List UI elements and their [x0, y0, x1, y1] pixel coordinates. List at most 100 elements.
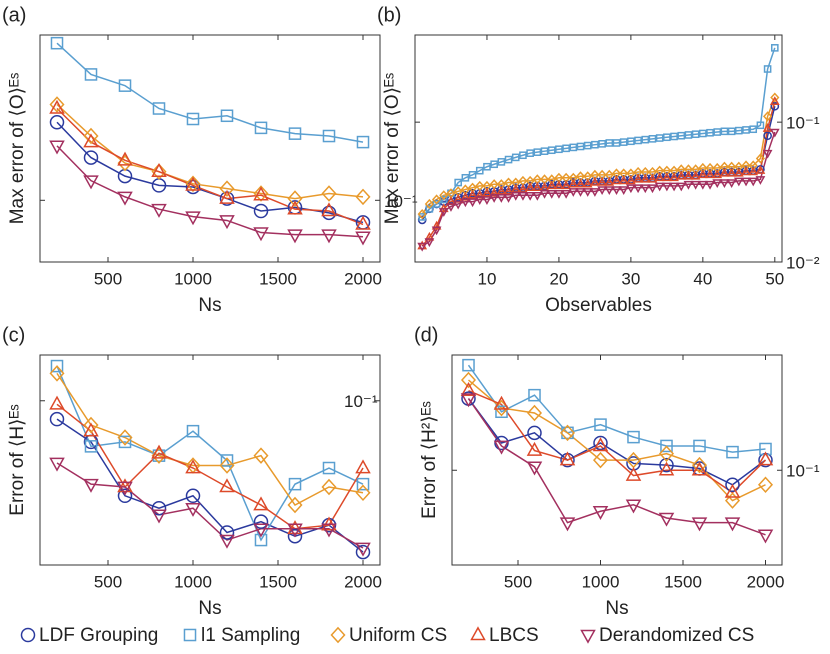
series-line: [56, 145, 364, 238]
marker: [757, 476, 774, 494]
marker: [49, 115, 65, 130]
marker: [568, 178, 579, 188]
marker: [726, 179, 737, 189]
marker: [219, 457, 235, 474]
marker: [117, 481, 133, 496]
marker: [724, 517, 741, 532]
marker: [438, 208, 449, 217]
marker: [462, 358, 475, 372]
marker: [254, 121, 268, 135]
x-tick-label: 30: [621, 269, 640, 288]
series-line: [56, 365, 364, 542]
marker: [510, 192, 521, 201]
series-line: [467, 364, 766, 453]
series-line: [56, 462, 364, 549]
marker: [647, 184, 658, 194]
marker: [755, 176, 766, 185]
marker: [705, 180, 715, 190]
x-tick-label: 500: [504, 572, 532, 591]
marker: [322, 461, 336, 475]
panel-label: (b): [377, 4, 401, 26]
marker: [648, 135, 657, 143]
marker: [84, 440, 98, 453]
marker: [633, 184, 643, 194]
legend-marker: [183, 628, 197, 642]
x-tick-label: 1500: [259, 269, 297, 288]
marker: [597, 186, 607, 195]
marker: [676, 182, 687, 192]
marker: [741, 166, 751, 176]
marker: [321, 205, 337, 221]
marker: [49, 365, 65, 382]
marker: [604, 186, 615, 195]
marker: [769, 128, 780, 138]
marker: [733, 167, 744, 177]
marker: [417, 242, 428, 252]
marker: [713, 128, 722, 136]
marker: [151, 500, 167, 516]
marker: [185, 211, 201, 226]
legend-marker: [580, 629, 596, 644]
marker: [640, 184, 651, 194]
marker: [604, 177, 615, 186]
marker: [355, 459, 371, 474]
marker: [559, 451, 576, 466]
series-line: [56, 107, 364, 226]
marker: [627, 430, 640, 444]
marker: [253, 496, 269, 511]
marker: [185, 176, 201, 191]
marker: [719, 179, 730, 189]
marker: [219, 180, 235, 197]
marker: [83, 133, 99, 148]
marker: [219, 189, 235, 204]
marker: [219, 478, 235, 493]
marker: [118, 79, 132, 92]
marker: [253, 523, 269, 538]
marker: [626, 175, 636, 185]
marker: [759, 442, 772, 456]
marker: [568, 188, 579, 197]
marker: [526, 404, 543, 422]
marker: [253, 186, 269, 201]
marker: [593, 435, 608, 451]
marker: [424, 238, 435, 248]
y-axis-label: Max error of ⟨O⟩ᴱˢ: [382, 72, 403, 224]
marker: [152, 102, 166, 115]
marker: [726, 445, 739, 459]
marker: [706, 128, 714, 137]
x-tick-label: 1000: [174, 572, 212, 591]
marker: [676, 170, 687, 180]
marker: [592, 451, 609, 469]
marker: [151, 509, 167, 524]
marker: [287, 523, 303, 538]
series-line: [56, 372, 364, 507]
y-axis-label: Error of ⟨H⟩ᴱˢ: [7, 404, 28, 516]
marker: [495, 405, 508, 419]
marker: [482, 187, 492, 197]
marker: [526, 461, 543, 476]
marker: [49, 140, 65, 155]
plot-frame: [414, 34, 783, 263]
series-line: [421, 106, 776, 221]
marker: [591, 140, 599, 149]
marker: [474, 189, 485, 199]
marker: [712, 179, 723, 189]
marker: [253, 447, 269, 464]
marker: [287, 200, 303, 215]
marker: [590, 177, 600, 186]
marker: [151, 203, 167, 218]
legend-label: LBCS: [489, 625, 539, 646]
marker: [660, 439, 673, 453]
marker: [626, 184, 636, 194]
series-line: [467, 398, 766, 486]
marker: [83, 416, 99, 434]
marker: [661, 182, 672, 192]
marker: [50, 359, 64, 373]
marker: [655, 134, 664, 142]
marker: [253, 203, 269, 219]
marker: [559, 517, 576, 532]
marker: [287, 190, 303, 207]
marker: [519, 151, 527, 160]
marker: [757, 451, 774, 466]
